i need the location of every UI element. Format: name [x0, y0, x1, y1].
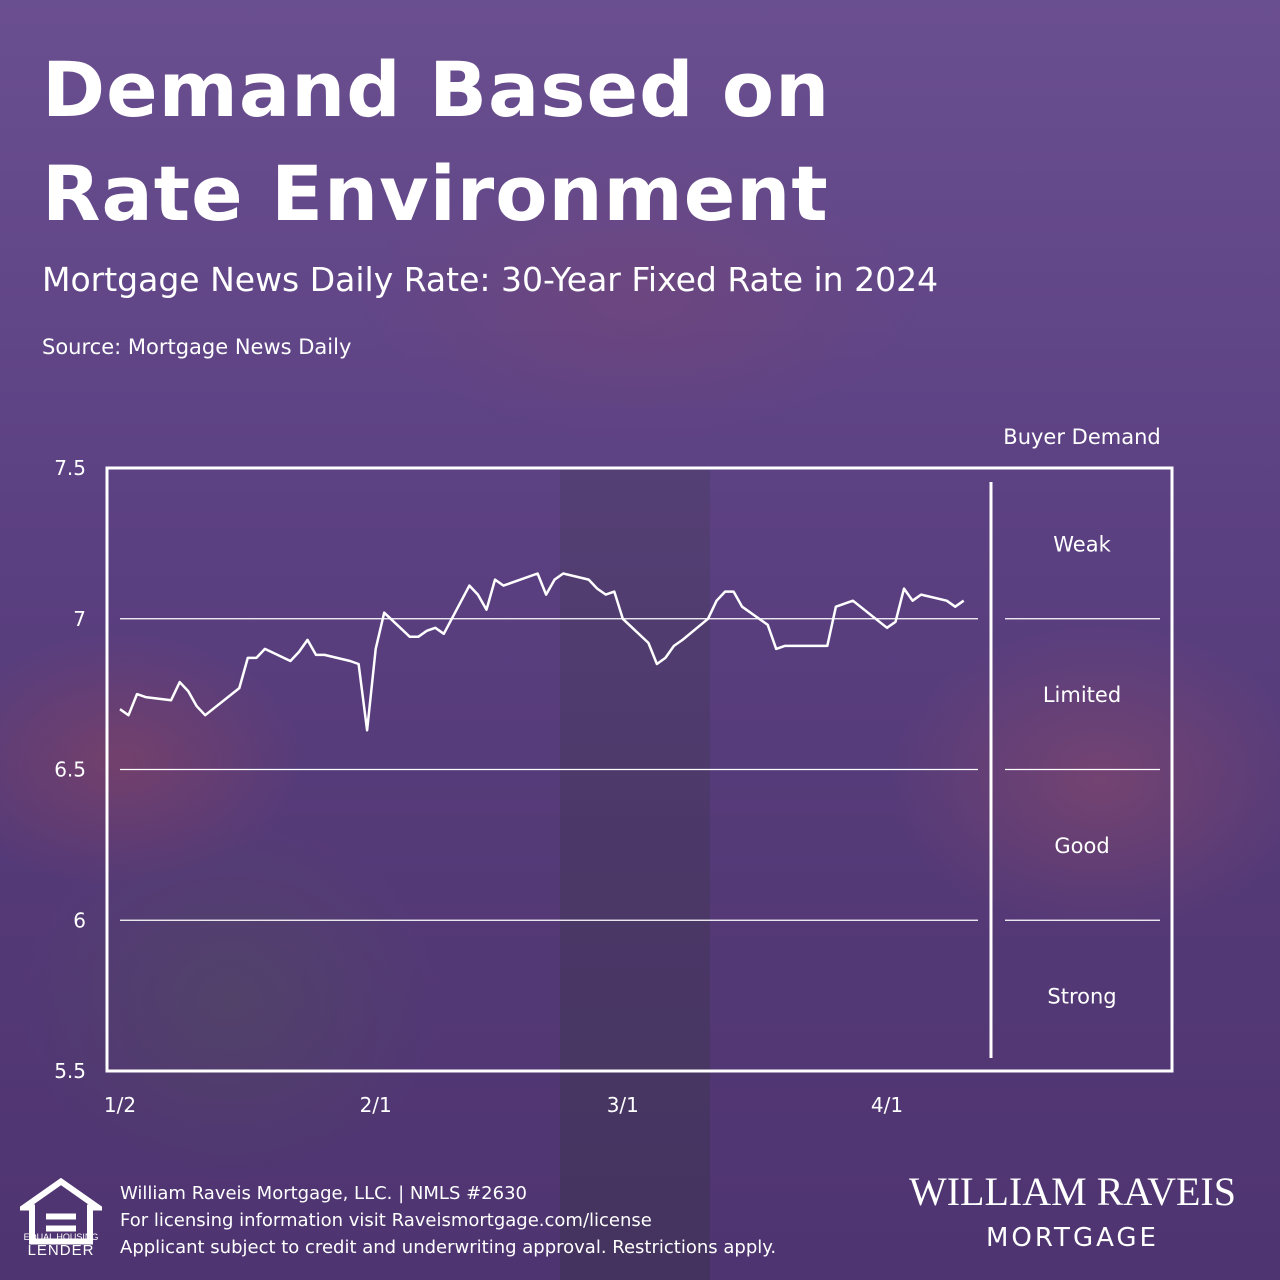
demand-zone-good: Good	[1054, 834, 1109, 858]
demand-zone-weak: Weak	[1053, 532, 1111, 556]
y-tick-label: 5.5	[54, 1059, 86, 1083]
equal-housing-label: EQUAL HOUSING	[23, 1232, 99, 1242]
logo-subtitle: MORTGAGE	[985, 1223, 1159, 1253]
x-tick-label: 2/1	[360, 1093, 392, 1117]
lender-label: LENDER	[27, 1242, 95, 1259]
demand-zones: Weak Limited Good Strong	[1043, 532, 1121, 1008]
title-line-2: Rate Environment	[42, 149, 829, 238]
buyer-demand-title: Buyer Demand	[1003, 425, 1160, 449]
disclaimer-line: Applicant subject to credit and underwri…	[120, 1237, 777, 1258]
y-axis-ticks: 7.5 7 6.5 6 5.5	[54, 456, 86, 1083]
grid-lines	[120, 618, 978, 921]
y-tick-label: 6.5	[54, 758, 86, 782]
chart-subtitle: Mortgage News Daily Rate: 30-Year Fixed …	[42, 260, 939, 299]
company-line: William Raveis Mortgage, LLC. | NMLS #26…	[120, 1183, 527, 1204]
demand-zone-strong: Strong	[1047, 985, 1116, 1009]
y-tick-label: 6	[73, 908, 86, 932]
y-tick-label: 7.5	[54, 456, 86, 480]
source-note: Source: Mortgage News Daily	[42, 335, 352, 359]
x-axis-ticks: 1/2 2/1 3/1 4/1	[104, 1093, 903, 1117]
demand-zone-limited: Limited	[1043, 683, 1121, 707]
y-tick-label: 7	[73, 607, 86, 631]
title-line-1: Demand Based on	[42, 45, 831, 134]
rate-line	[119, 572, 965, 732]
footer-disclaimer: William Raveis Mortgage, LLC. | NMLS #26…	[120, 1180, 776, 1261]
chart-frame	[105, 466, 1174, 1073]
x-tick-label: 4/1	[871, 1093, 903, 1117]
x-tick-label: 1/2	[104, 1093, 136, 1117]
background-road	[560, 470, 710, 1280]
equal-housing-icon	[20, 1177, 102, 1245]
license-line: For licensing information visit Raveismo…	[120, 1210, 652, 1231]
demand-grid-lines	[1005, 618, 1160, 921]
logo-wordmark: WILLIAM RAVEIS	[908, 1169, 1236, 1214]
x-tick-label: 3/1	[607, 1093, 639, 1117]
page-title: Demand Based on Rate Environment	[42, 38, 1142, 246]
